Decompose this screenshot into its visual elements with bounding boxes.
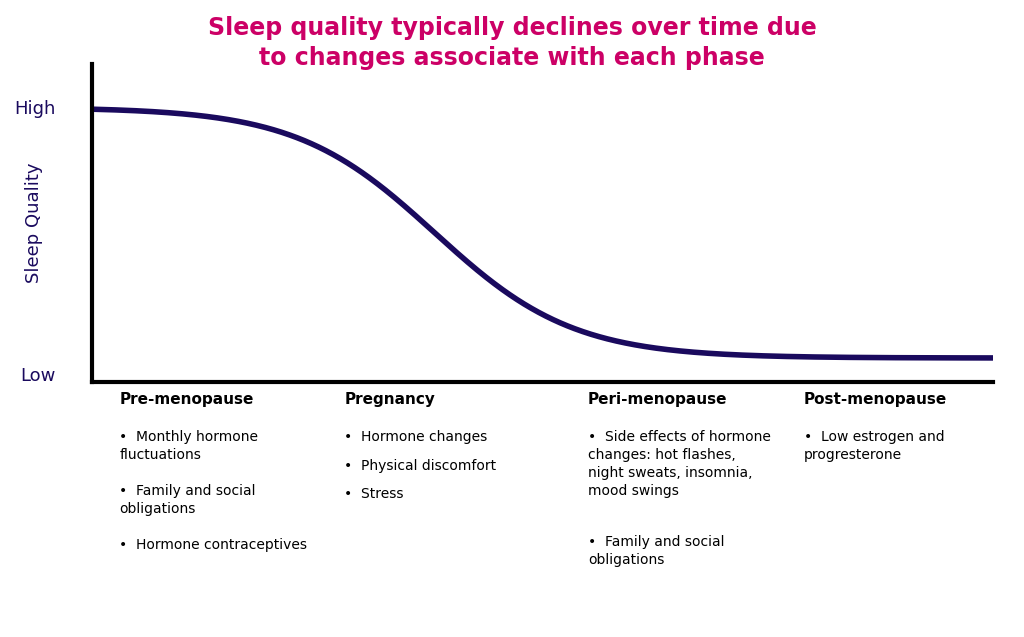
Text: •  Hormone contraceptives: • Hormone contraceptives bbox=[119, 538, 307, 552]
Text: Peri-menopause: Peri-menopause bbox=[588, 392, 727, 407]
Text: Sleep Quality: Sleep Quality bbox=[25, 162, 43, 283]
Text: Pregnancy: Pregnancy bbox=[344, 392, 435, 407]
Text: •  Family and social
obligations: • Family and social obligations bbox=[588, 535, 724, 567]
Text: Low: Low bbox=[20, 367, 56, 385]
Text: •  Monthly hormone
fluctuations: • Monthly hormone fluctuations bbox=[119, 430, 258, 462]
Text: High: High bbox=[14, 100, 56, 118]
Text: •  Family and social
obligations: • Family and social obligations bbox=[119, 484, 256, 516]
Text: •  Stress: • Stress bbox=[344, 487, 404, 501]
Text: •  Hormone changes: • Hormone changes bbox=[344, 430, 487, 444]
Text: •  Side effects of hormone
changes: hot flashes,
night sweats, insomnia,
mood sw: • Side effects of hormone changes: hot f… bbox=[588, 430, 771, 497]
Text: •  Low estrogen and
progresterone: • Low estrogen and progresterone bbox=[804, 430, 945, 462]
Text: Post-menopause: Post-menopause bbox=[804, 392, 947, 407]
Text: •  Physical discomfort: • Physical discomfort bbox=[344, 459, 497, 473]
Text: Pre-menopause: Pre-menopause bbox=[119, 392, 254, 407]
Text: Sleep quality typically declines over time due
to changes associate with each ph: Sleep quality typically declines over ti… bbox=[208, 16, 816, 69]
